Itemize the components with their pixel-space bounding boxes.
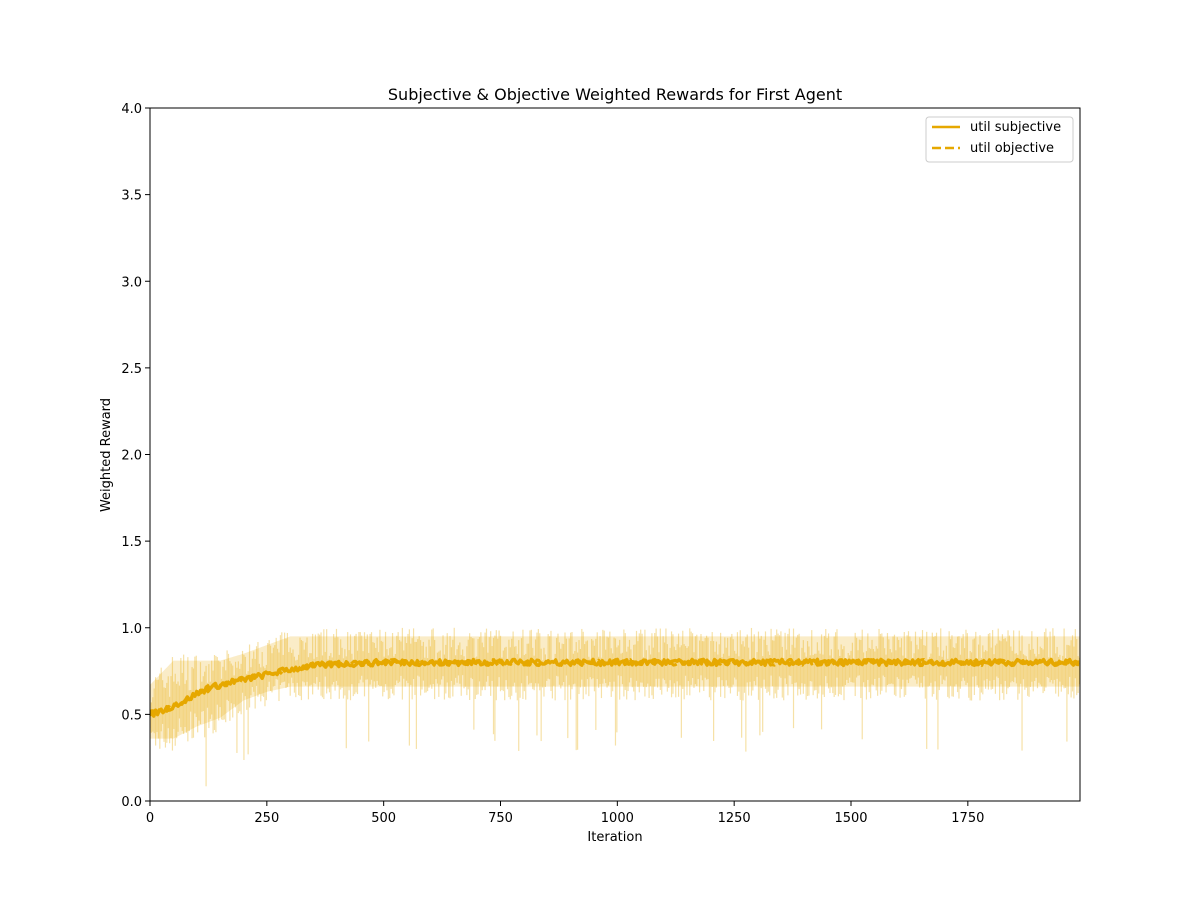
legend-label-util-subjective: util subjective — [970, 120, 1061, 135]
legend: util subjective util objective — [925, 116, 1074, 163]
x-tick-label: 1750 — [951, 811, 984, 826]
legend-label-util-objective: util objective — [970, 141, 1054, 156]
y-axis-ticks: 0.0 0.5 1.0 1.5 2.0 2.5 3.0 3.5 4.0 — [121, 102, 150, 810]
chart-title: Subjective & Objective Weighted Rewards … — [388, 85, 842, 104]
x-tick-label: 0 — [146, 811, 154, 826]
x-tick-label: 250 — [254, 811, 279, 826]
x-axis-ticks: 0 250 500 750 1000 1250 1500 1750 — [146, 801, 984, 826]
y-tick-label: 2.0 — [121, 449, 142, 464]
legend-box — [925, 116, 1074, 163]
y-axis-label: Weighted Reward — [99, 398, 114, 512]
x-tick-label: 1000 — [601, 811, 634, 826]
y-tick-label: 1.5 — [121, 535, 142, 550]
series-lines — [150, 657, 1080, 718]
axes: 0 250 500 750 1000 1250 1500 1750 0.0 0.5 1.0 1.5 2… — [121, 102, 1081, 826]
x-axis-label: Iteration — [587, 830, 642, 845]
y-tick-label: 0.5 — [121, 708, 142, 723]
y-tick-label: 2.5 — [121, 362, 142, 377]
y-tick-label: 1.0 — [121, 622, 142, 637]
x-tick-label: 1500 — [834, 811, 867, 826]
series-line-util-objective — [150, 657, 1080, 717]
y-tick-label: 3.5 — [121, 189, 142, 204]
y-tick-label: 0.0 — [121, 795, 142, 810]
x-tick-label: 1250 — [718, 811, 751, 826]
y-tick-label: 4.0 — [121, 102, 142, 117]
plot-area — [150, 627, 1080, 787]
x-tick-label: 750 — [488, 811, 513, 826]
y-tick-label: 3.0 — [121, 275, 142, 290]
x-tick-label: 500 — [371, 811, 396, 826]
